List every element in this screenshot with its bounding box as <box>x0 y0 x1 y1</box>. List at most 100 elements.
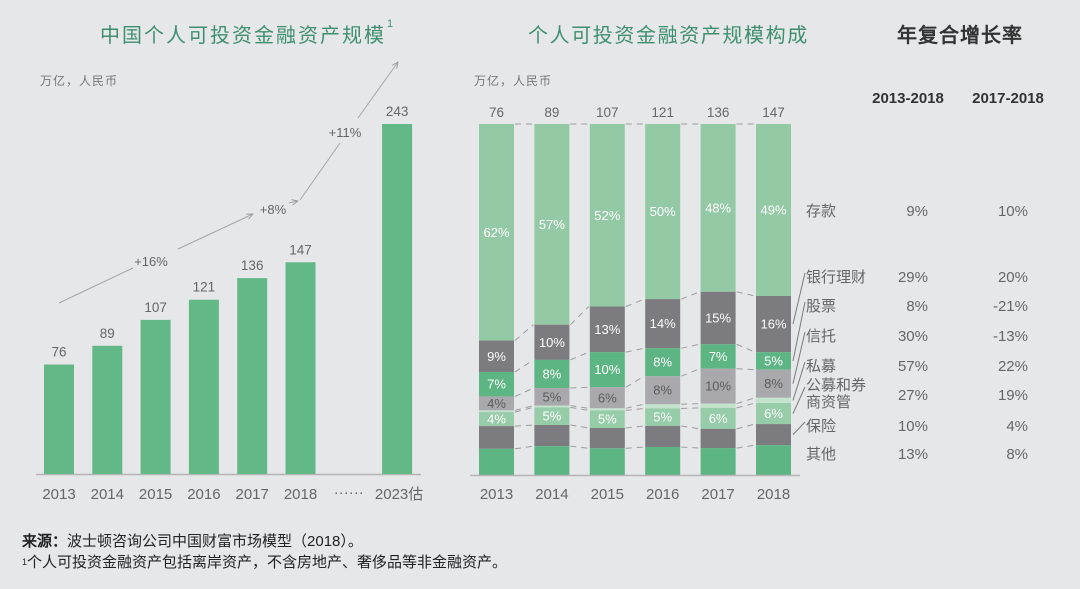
x-tick-label: 2017 <box>701 486 734 503</box>
connector-dash <box>514 406 534 413</box>
segment-label: 10% <box>594 362 620 377</box>
leader-line <box>792 386 806 414</box>
connector-dash <box>570 351 589 361</box>
x-tick-label: 2018 <box>757 486 790 503</box>
bar-segment <box>534 405 570 408</box>
x-tick-label: 2014 <box>91 486 124 503</box>
connector-dash <box>570 424 589 429</box>
growth-arrow <box>288 201 298 203</box>
segment-label: 8% <box>653 355 672 370</box>
segment-label: 50% <box>650 204 676 219</box>
segment-label: 6% <box>764 406 783 421</box>
leader-line <box>792 421 806 435</box>
bar-segment <box>534 324 570 360</box>
total-label: 121 <box>651 105 674 120</box>
bar-segment <box>756 403 791 425</box>
connector-dash <box>570 406 589 411</box>
leader-line <box>792 331 806 384</box>
segment-label: 5% <box>764 353 783 368</box>
bar-segment <box>645 299 681 349</box>
bar <box>140 319 171 474</box>
bar-segment <box>479 412 514 427</box>
growth-label: +16% <box>134 254 168 269</box>
bar-segment <box>700 344 736 369</box>
connector-dash <box>570 405 589 409</box>
value-label: 76 <box>51 345 66 360</box>
cagr-value: 10% <box>897 418 928 435</box>
cagr-value: -21% <box>992 298 1028 315</box>
legend-label-trusts: 信托 <box>806 328 837 345</box>
bar-segment <box>756 397 791 404</box>
total-label: 89 <box>544 105 559 120</box>
segment-connectors <box>514 123 756 450</box>
connector-dash <box>514 359 534 373</box>
footnote-superscript: 1 <box>387 18 394 30</box>
bar-segment <box>534 359 570 389</box>
stacked-bar: 52% 13% 10% 6% 5% <box>589 124 625 475</box>
bar-segment <box>534 425 570 447</box>
bar-segment <box>700 448 736 475</box>
stacked-bar: 50% 14% 8% 8% 5% <box>645 124 681 475</box>
bar <box>237 278 268 474</box>
cagr-value: 30% <box>897 328 928 345</box>
value-label: 243 <box>386 104 409 119</box>
segment-label: 4% <box>487 412 506 427</box>
cagr-value: 27% <box>897 387 928 404</box>
segment-label: 10% <box>539 335 565 350</box>
bar <box>285 262 316 474</box>
bar-segment <box>479 371 514 397</box>
bar-segment <box>700 428 736 449</box>
left-chart-unit-label: 万亿，人民币 <box>40 74 119 88</box>
connector-dash <box>514 405 534 411</box>
bar-segment <box>534 124 570 325</box>
segment-label: 57% <box>539 217 565 232</box>
legend-label-public-funds-and-broker-am: 公募和券商资管 <box>806 377 867 411</box>
bar <box>44 364 74 474</box>
stacked-bar: 48% 15% 7% 10% 6% <box>700 124 736 475</box>
legend-label-stocks: 股票 <box>806 298 837 315</box>
legend-label-insurance: 保险 <box>806 418 837 435</box>
cagr-value: 4% <box>1006 418 1028 435</box>
bar-segment <box>479 410 514 413</box>
footnote-text: 个人可投资金融资产包括离岸资产，不含房地产、奢侈品等非金融资产。 <box>27 554 508 571</box>
bar-segment <box>589 352 625 388</box>
cagr-value: 9% <box>906 203 928 220</box>
connector-dash <box>514 424 534 427</box>
bar-segment <box>756 124 791 296</box>
segment-label: 14% <box>650 316 676 331</box>
connector-dash <box>625 298 645 307</box>
total-label: 76 <box>489 105 504 120</box>
bar-segment <box>756 445 791 475</box>
cagr-column-header-2013-2018: 2013-2018 <box>872 90 944 107</box>
cagr-value: 20% <box>997 269 1028 286</box>
bar-segment <box>700 291 736 345</box>
bar-segment <box>534 388 570 406</box>
bar <box>92 345 123 474</box>
bar-segment <box>645 348 681 377</box>
segment-label: 5% <box>598 412 617 427</box>
bar-segment <box>589 387 625 409</box>
bar-segment <box>756 352 791 370</box>
bar-segment <box>645 404 681 409</box>
segment-label: 5% <box>543 409 562 424</box>
legend-label-deposits: 存款 <box>806 203 837 220</box>
bar-segment <box>589 306 625 353</box>
growth-annotations: +16% +8% +11% <box>58 62 398 304</box>
bar-segment <box>479 396 514 411</box>
connector-dash <box>570 306 590 326</box>
segment-label: 7% <box>487 377 506 392</box>
connector-dash <box>570 386 589 389</box>
bar-segment <box>589 408 625 411</box>
x-tick-label: 2013 <box>42 486 75 503</box>
source-note: 来源：波士顿咨询公司中国财富市场模型（2018）。 <box>22 533 363 551</box>
bar-segment <box>756 295 791 353</box>
segment-label: 4% <box>487 396 506 411</box>
bar-segment <box>700 124 736 292</box>
x-tick-label: 2014 <box>535 486 568 503</box>
growth-line <box>299 142 341 201</box>
x-tick-label: 2016 <box>187 486 220 503</box>
bar-segment <box>589 410 625 428</box>
left-chart-title: 中国个人可投资金融资产规模1 <box>100 18 394 48</box>
axis-break-ellipsis: ······ <box>334 484 364 501</box>
